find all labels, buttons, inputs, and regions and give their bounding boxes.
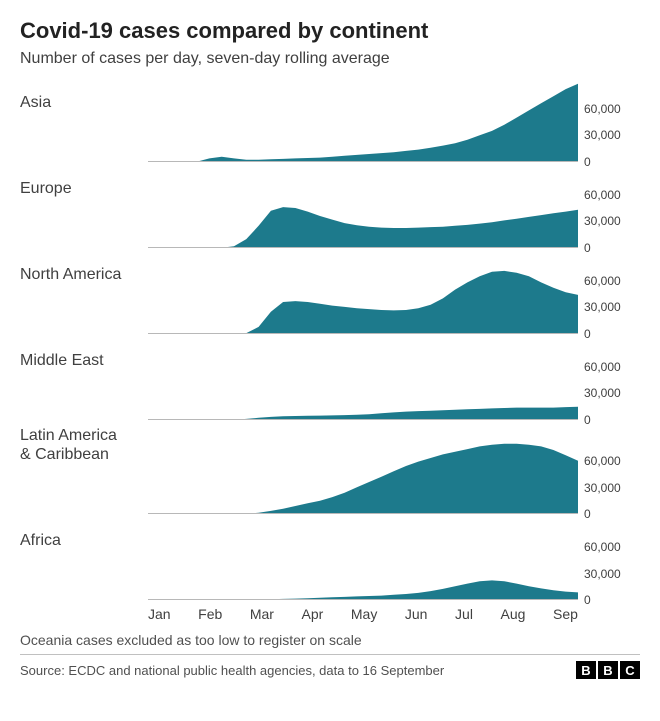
y-axis: 60,00030,0000 [578,434,640,514]
x-tick: May [351,606,377,622]
y-tick: 30,000 [584,300,621,314]
y-axis: 60,00030,0000 [578,168,640,248]
y-axis: 60,00030,0000 [578,340,640,420]
y-tick: 0 [584,593,591,607]
panel-row: Asia60,00030,0000 [20,82,640,162]
y-tick: 30,000 [584,481,621,495]
area-chart [148,168,578,248]
y-tick: 60,000 [584,360,621,374]
chart-footer: Source: ECDC and national public health … [20,654,640,679]
x-tick: Mar [250,606,274,622]
y-tick: 0 [584,155,591,169]
y-tick: 60,000 [584,540,621,554]
y-tick: 0 [584,507,591,521]
bbc-block: B [576,661,596,679]
y-tick: 60,000 [584,102,621,116]
panel-label: North America [20,265,148,334]
x-tick: Apr [302,606,324,622]
area-chart [148,434,578,514]
panel-label: Latin America& Caribbean [20,426,148,514]
panel-row: Middle East60,00030,0000 [20,340,640,420]
x-tick: Aug [501,606,526,622]
chart-panels: Asia 60,000 30,000 0 Europe 60,000 30,000 0 Nort… [20,82,640,600]
y-tick: 60,000 [584,188,621,202]
area-chart [148,340,578,420]
chart-title: Covid-19 cases compared by continent [20,18,640,44]
panel-label: Asia [20,93,148,162]
x-axis: Jan Feb Mar Apr May Jun Jul Aug Sep [148,606,578,622]
x-tick: Sep [553,606,578,622]
y-tick: 0 [584,413,591,427]
x-tick: Feb [198,606,222,622]
y-tick: 60,000 [584,454,621,468]
panel-label: Middle East [20,351,148,420]
y-axis: 60,00030,0000 [578,82,640,162]
area-chart [148,82,578,162]
x-tick: Jan [148,606,171,622]
area-chart [148,254,578,334]
y-axis: 60,00030,0000 [578,520,640,600]
chart-note: Oceania cases excluded as too low to reg… [20,632,640,648]
x-tick: Jun [405,606,428,622]
y-axis: 60,00030,0000 [578,254,640,334]
panel-row: Africa60,00030,0000 [20,520,640,600]
panel-row: North America60,00030,0000 [20,254,640,334]
y-tick: 30,000 [584,567,621,581]
y-tick: 0 [584,327,591,341]
source-text: Source: ECDC and national public health … [20,663,444,678]
area-chart [148,520,578,600]
panel-row: Europe60,00030,0000 [20,168,640,248]
bbc-block: B [598,661,618,679]
bbc-block: C [620,661,640,679]
y-tick: 30,000 [584,386,621,400]
y-tick: 60,000 [584,274,621,288]
y-tick: 30,000 [584,214,621,228]
bbc-logo: BBC [576,661,640,679]
panel-row: Latin America& Caribbean60,00030,0000 [20,426,640,514]
y-tick: 30,000 [584,128,621,142]
y-tick: 0 [584,241,591,255]
panel-label: Europe [20,179,148,248]
chart-subtitle: Number of cases per day, seven-day rolli… [20,50,640,68]
x-tick: Jul [455,606,473,622]
panel-label: Africa [20,531,148,600]
